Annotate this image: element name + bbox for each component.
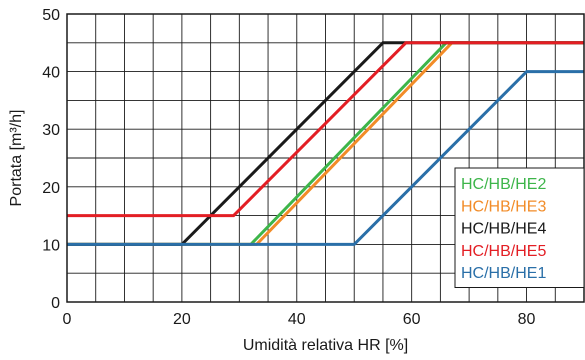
y-tick-label: 10: [42, 237, 60, 254]
series-line-hc-hb-he5: [67, 41, 584, 218]
legend-entry: HC/HB/HE3: [461, 198, 546, 215]
y-tick-label: 40: [42, 65, 60, 82]
legend-entry: HC/HB/HE4: [461, 221, 546, 238]
y-tick-label: 50: [42, 7, 60, 24]
x-axis-ticks: 0 20 40 60 80: [63, 311, 536, 328]
y-tick-label: 30: [42, 122, 60, 139]
series-line-hc-hb-he1: [67, 70, 584, 246]
x-tick-label: 60: [403, 311, 421, 328]
y-tick-label: 0: [51, 295, 60, 312]
x-axis-title: Umidità relativa HR [%]: [243, 337, 408, 354]
legend-box: [454, 167, 585, 288]
x-tick-label: 0: [63, 311, 72, 328]
y-tick-label: 20: [42, 180, 60, 197]
y-axis-title: Portata [m³/h]: [8, 110, 25, 207]
legend: HC/HB/HE2 HC/HB/HE3 HC/HB/HE4 HC/HB/HE5 HC/H…: [454, 167, 585, 288]
plot-frame: [66, 13, 585, 303]
legend-entry: HC/HB/HE5: [461, 243, 546, 260]
x-tick-label: 20: [173, 311, 191, 328]
series-layer: [67, 41, 584, 246]
legend-entry: HC/HB/HE2: [461, 176, 546, 193]
x-tick-label: 80: [518, 311, 536, 328]
legend-entry: HC/HB/HE1: [461, 265, 546, 282]
y-axis-ticks: 0 10 20 30 40 50: [42, 7, 60, 312]
x-tick-label: 40: [288, 311, 306, 328]
